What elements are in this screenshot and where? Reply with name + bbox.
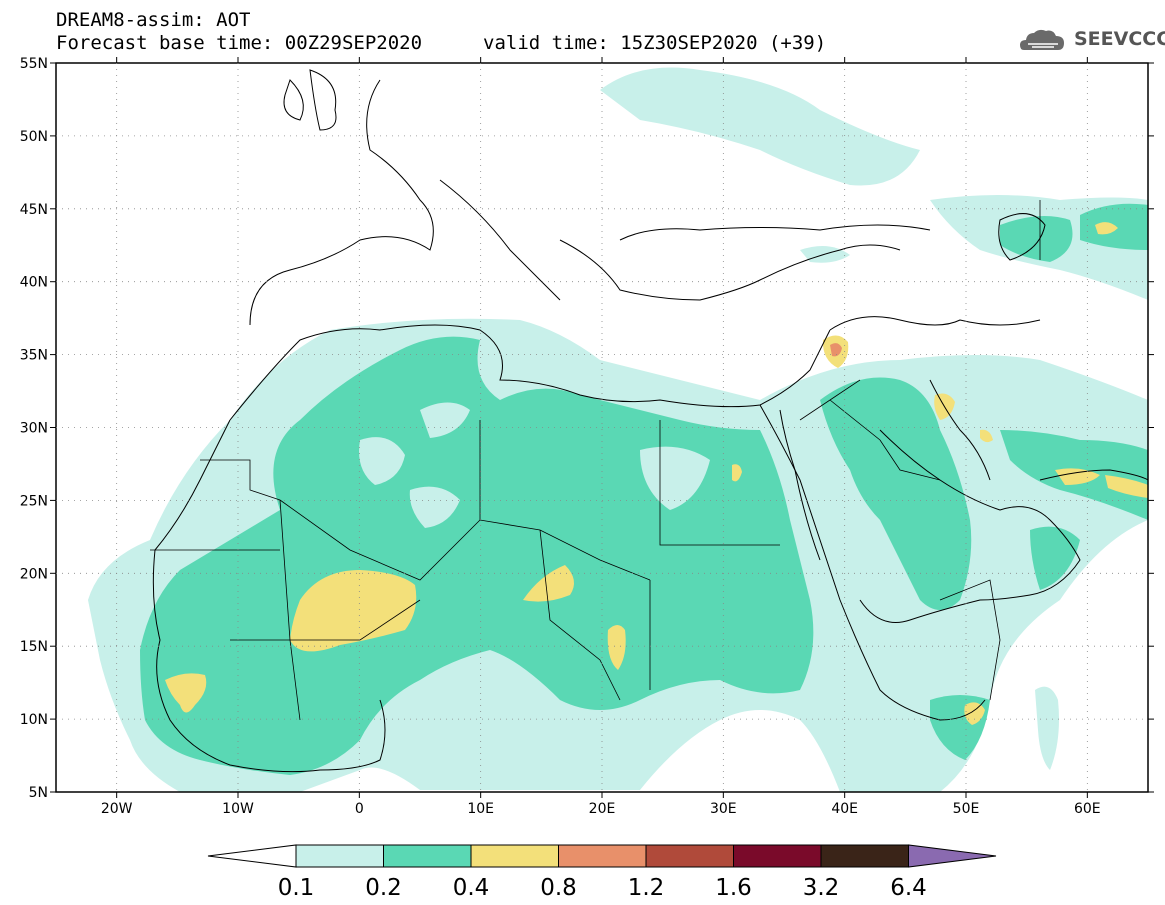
border	[539, 529, 621, 701]
aot-layer-0-4	[165, 222, 1148, 725]
aot-region	[420, 402, 470, 438]
lat-tick-label: 40N	[20, 275, 48, 291]
coastline	[249, 79, 434, 326]
aot-region	[640, 446, 710, 510]
aot-region	[964, 702, 985, 725]
aot-region	[140, 336, 814, 775]
lon-tick-label: 10W	[222, 801, 254, 817]
coastline	[829, 316, 1041, 331]
aot-region	[1055, 468, 1100, 485]
coastline	[229, 324, 831, 421]
coastline	[439, 179, 561, 301]
colorbar-swatch	[558, 844, 647, 868]
coastline	[859, 429, 1081, 623]
border	[230, 639, 301, 721]
border	[939, 579, 1001, 701]
valid-time: valid time: 15Z30SEP2020 (+39)	[483, 32, 827, 54]
colorbar-label: 0.8	[540, 875, 577, 901]
aot-region	[165, 673, 207, 713]
colorbar-swatch	[383, 844, 472, 868]
lon-axis: 20W 10W 0 10E 20E 30E 40E 50E 60E	[101, 57, 1101, 817]
lat-tick-label: 20N	[20, 566, 48, 582]
lon-tick-label: 30E	[710, 801, 737, 817]
colorbar-label: 3.2	[803, 875, 840, 901]
lat-tick-label: 55N	[20, 56, 48, 72]
coastline	[779, 409, 821, 561]
aot-region	[359, 437, 405, 485]
colorbar-label: 0.2	[365, 875, 402, 901]
aot-region	[607, 625, 626, 670]
lat-tick-label: 15N	[20, 639, 48, 655]
aot-region	[1030, 526, 1080, 590]
lon-tick-label: 60E	[1074, 801, 1101, 817]
aot-region	[1000, 216, 1073, 262]
lat-axis: 55N 50N 45N 40N 35N 30N 25N 20N 15N 10N 5N	[20, 56, 1154, 801]
coastline	[619, 224, 931, 241]
lat-tick-label: 5N	[29, 785, 48, 801]
colorbar-label: 1.2	[628, 875, 665, 901]
lon-tick-label: 50E	[953, 801, 980, 817]
colorbar-over-arrow	[908, 844, 997, 868]
border	[829, 399, 941, 481]
aot-region	[820, 377, 972, 610]
colorbar-under-arrow	[207, 844, 297, 868]
chart-title: DREAM8-assim: AOT	[56, 9, 251, 31]
aot-region	[980, 429, 993, 443]
lat-tick-label: 30N	[20, 421, 48, 437]
border	[200, 459, 281, 501]
coastline	[1039, 469, 1148, 481]
colorbar-swatch	[820, 844, 909, 868]
lat-tick-label: 50N	[20, 129, 48, 145]
aot-region	[830, 343, 842, 357]
coastlines	[152, 69, 1148, 773]
aot-layer-0-8	[830, 343, 842, 357]
border	[659, 420, 780, 546]
aot-region	[290, 570, 417, 652]
lat-tick-label: 25N	[20, 493, 48, 509]
aot-region	[732, 464, 742, 482]
lon-tick-label: 0	[355, 801, 364, 817]
colorbar-swatch	[645, 844, 734, 868]
coastline	[998, 213, 1046, 261]
aot-region	[523, 565, 574, 602]
coastline	[152, 419, 386, 773]
border	[799, 379, 861, 421]
coastline	[559, 239, 901, 301]
colorbar-label: 0.1	[278, 875, 315, 901]
aot-region	[1035, 686, 1059, 770]
aot-region	[1095, 222, 1118, 235]
aot-region	[600, 67, 920, 186]
colorbar-label: 1.6	[715, 875, 752, 901]
graticule	[56, 63, 1148, 792]
lat-tick-label: 35N	[20, 348, 48, 364]
colorbar-swatch	[470, 844, 559, 868]
forecast-base-time: Forecast base time: 00Z29SEP2020	[56, 32, 423, 54]
lon-tick-label: 20E	[589, 801, 616, 817]
aot-region	[409, 486, 460, 528]
aot-layer-holes	[359, 402, 710, 528]
lon-tick-label: 20W	[101, 801, 133, 817]
colorbar-label: 0.4	[453, 875, 490, 901]
coastline	[283, 79, 304, 121]
colorbar: 0.1 0.2 0.4 0.8 1.2 1.6 3.2 6.4	[207, 844, 997, 901]
colorbar-label: 6.4	[890, 875, 927, 901]
country-borders	[150, 200, 1041, 721]
colorbar-swatch	[295, 844, 384, 868]
aot-layer-0-2	[140, 203, 1148, 775]
cloud-icon	[1020, 29, 1064, 50]
lat-tick-label: 10N	[20, 712, 48, 728]
lat-tick-label: 45N	[20, 202, 48, 218]
coastline	[309, 69, 337, 131]
colorbar-swatch	[733, 844, 822, 868]
lon-tick-label: 10E	[467, 801, 494, 817]
border	[279, 499, 421, 641]
lon-tick-label: 40E	[831, 801, 858, 817]
seevccc-logo: SEEVCCC	[1074, 28, 1165, 50]
aot-region	[1105, 475, 1148, 498]
coastline	[929, 379, 991, 481]
